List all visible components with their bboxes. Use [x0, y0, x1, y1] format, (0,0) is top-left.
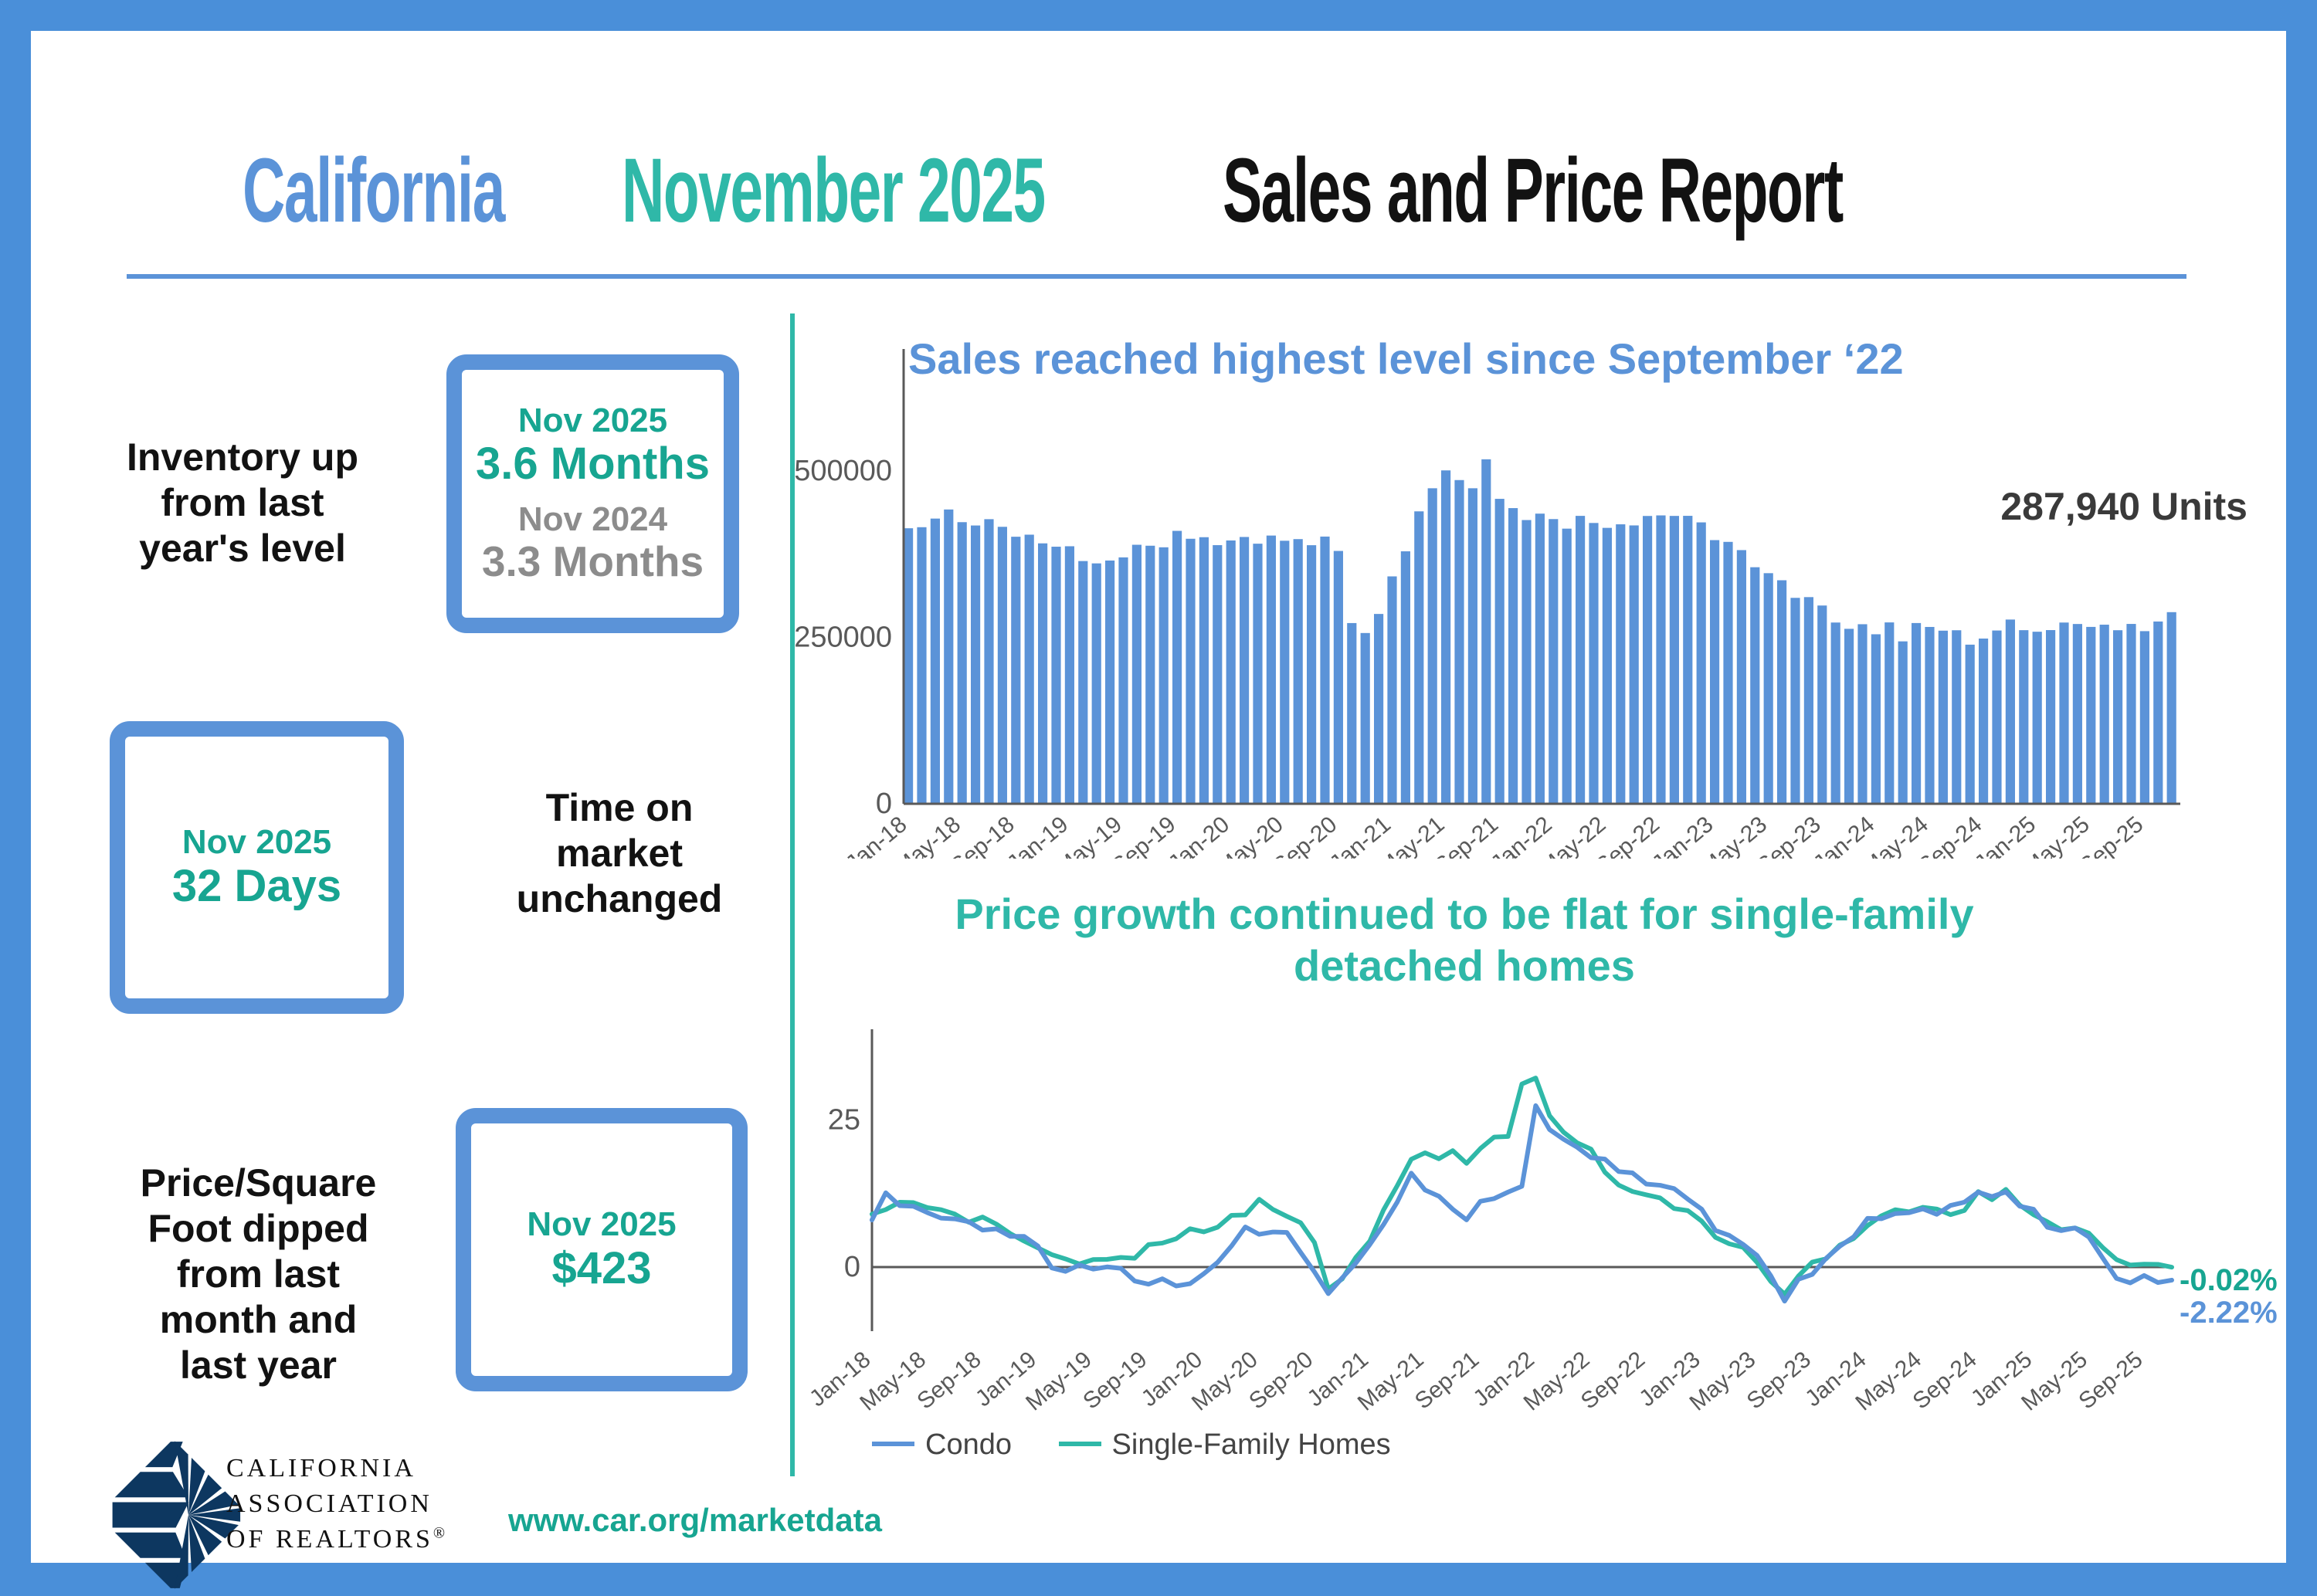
svg-text:0: 0 — [844, 1251, 860, 1283]
svg-text:Sep-19: Sep-19 — [1078, 1347, 1152, 1414]
svg-text:250000: 250000 — [794, 622, 892, 654]
svg-text:25: 25 — [828, 1104, 860, 1137]
svg-text:500000: 500000 — [794, 455, 892, 487]
svg-text:Sep-18: Sep-18 — [912, 1347, 985, 1414]
svg-text:Sep-25: Sep-25 — [2074, 1347, 2147, 1414]
svg-text:-2.22%: -2.22% — [2180, 1296, 2278, 1330]
svg-text:Sep-23: Sep-23 — [1742, 1347, 1816, 1414]
svg-text:0: 0 — [876, 788, 892, 820]
svg-text:Sep-22: Sep-22 — [1576, 1347, 1650, 1414]
svg-text:Sep-21: Sep-21 — [1410, 1347, 1484, 1414]
svg-text:Sep-24: Sep-24 — [1908, 1347, 1982, 1414]
svg-text:-0.02%: -0.02% — [2180, 1263, 2278, 1297]
svg-text:Sep-20: Sep-20 — [1244, 1347, 1318, 1414]
